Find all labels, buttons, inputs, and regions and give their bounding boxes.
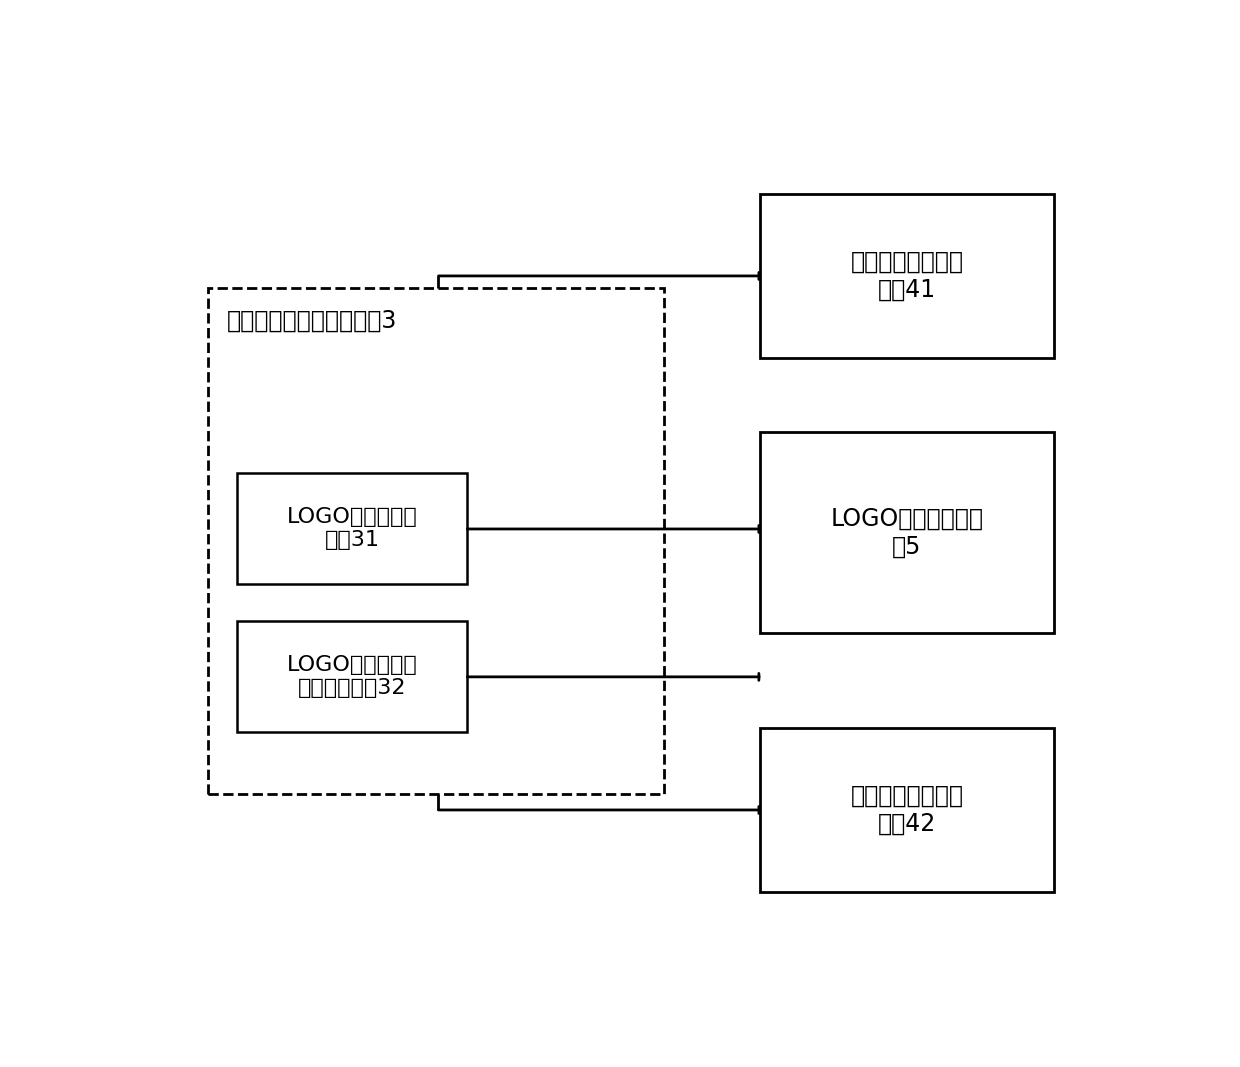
Text: 左位置灯恒流电路
模块41: 左位置灯恒流电路 模块41 [851, 250, 963, 302]
Bar [760, 194, 1054, 359]
Text: LOGO灯恒流电路模
块5: LOGO灯恒流电路模 块5 [831, 507, 983, 558]
Text: 单片机检测控制电路模块3: 单片机检测控制电路模块3 [227, 309, 398, 333]
Text: LOGO灯供电电路
模块31: LOGO灯供电电路 模块31 [286, 507, 418, 551]
Bar [208, 288, 665, 794]
Text: LOGO灯亮度效果
控制电路模块32: LOGO灯亮度效果 控制电路模块32 [286, 655, 418, 698]
Bar [237, 621, 467, 732]
Bar [760, 728, 1054, 892]
Text: 右位置灯恒流电路
模块42: 右位置灯恒流电路 模块42 [851, 784, 963, 835]
Bar [760, 432, 1054, 634]
Bar [237, 473, 467, 584]
